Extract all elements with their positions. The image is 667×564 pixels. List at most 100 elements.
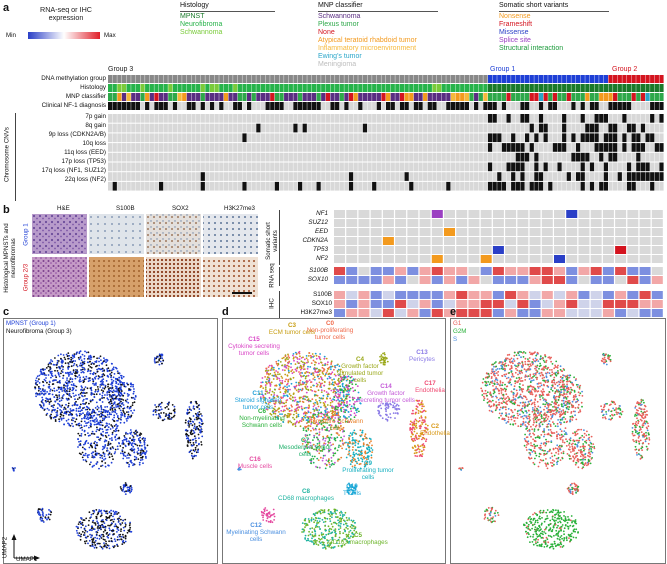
cnv-cell [543,181,548,191]
heatmap-cell [441,84,446,92]
umap-c-point [93,509,95,512]
umap-c-point [62,366,64,368]
umap-c-point [103,522,106,524]
umap-c-point [42,521,45,523]
cnv-cell [121,162,127,172]
variant-cell [358,228,370,236]
cnv-cell [381,152,386,162]
heatmap-cell [492,84,497,92]
cnv-cell [404,114,409,123]
cnv-cell [460,143,465,152]
umap-c-point [113,518,116,521]
cnv-cell [478,123,483,133]
histology-side-label: Histological MPNSTs and neurofibromas [3,223,17,293]
variant-cell [480,228,492,236]
umap-c-point [92,380,95,383]
umap-c-point [69,387,71,389]
cnv-cell [395,172,400,181]
umap-d-point [284,360,287,362]
cnv-cell [659,181,664,191]
ihc-cell [566,291,578,299]
ihc-cell [615,300,627,308]
umap-c-point [170,412,173,415]
umap-d-point [282,386,285,389]
umap-d-point [327,367,330,369]
heatmap-cell [645,93,650,101]
umap-c-point [110,374,113,377]
umap-d-point [343,435,345,438]
expression-legend-title: RNA-seq or IHC expression [40,5,92,22]
umap-c-point [97,522,99,524]
umap-c-point [103,357,105,359]
umap-c-point [101,448,104,451]
umap-c-point [141,444,143,447]
umap-d-point [292,354,294,357]
heatmap-cell [487,84,493,92]
umap-c-point [98,413,100,416]
umap-d-point [321,366,324,369]
umap-d-point [268,379,271,382]
heatmap-cell [622,102,627,110]
umap-c-point [196,415,198,417]
heatmap-cell [205,93,210,101]
ihc-cell [431,309,443,317]
umap-d-point [336,432,339,435]
umap-c-point [113,545,116,547]
cnv-cell [196,114,201,123]
heatmap-cell [172,84,178,92]
ihc-cell [541,291,553,299]
variant-cell [566,228,578,236]
ihc-cell [541,300,553,308]
cnv-cell [538,162,544,172]
umap-c-point [64,381,67,384]
umap-c-point [105,542,107,545]
umap-c-point [89,420,92,422]
umap-c-point [85,414,88,416]
rnaseq-cell [407,276,419,284]
cnv-label-22q: 22q loss (NF2) [64,176,106,183]
umap-d-point [286,416,289,419]
heatmap-cell [274,93,280,101]
umap-c-point [94,407,97,409]
umap-d-point [273,408,276,411]
umap-c-point [106,449,109,452]
variant-cell [382,210,394,218]
umap-c-point [130,488,133,491]
cnv-cell [395,123,400,133]
umap-c-point [200,426,202,428]
umap-c-point [14,467,16,469]
heatmap-cell [135,75,141,83]
cnv-cell [219,162,224,172]
umap-c-point [37,511,40,514]
umap-c-point [64,385,67,387]
cnv-cell [321,152,326,162]
heatmap-cell [256,93,261,101]
umap-c-point [98,467,100,470]
umap-d-point [322,402,325,404]
umap-d-scatter [237,350,429,550]
umap-c-point [97,375,100,377]
cnv-cell [511,114,516,123]
umap-c-point [120,487,122,490]
umap-c-point [83,362,86,365]
umap-c-point [190,402,192,404]
umap-c-point [44,389,46,391]
heatmap-cell [386,84,391,92]
umap-c-point [120,374,123,377]
umap-c-point [89,372,92,375]
variant-cell [602,228,614,236]
cnv-cell [260,133,266,143]
heatmap-cell [228,102,233,110]
umap-c-point [95,417,98,420]
heatmap-cell [515,102,520,110]
cnv-cell [274,152,280,162]
cnv-cell [450,181,456,191]
heatmap-cell [450,84,456,92]
rnaseq-cell [602,276,614,284]
cnv-cell [177,162,182,172]
umap-c-point [67,422,69,425]
cnv-cell [135,152,141,162]
umap-d-point [319,358,322,361]
umap-d-point [338,434,340,436]
variant-cell [407,237,419,245]
